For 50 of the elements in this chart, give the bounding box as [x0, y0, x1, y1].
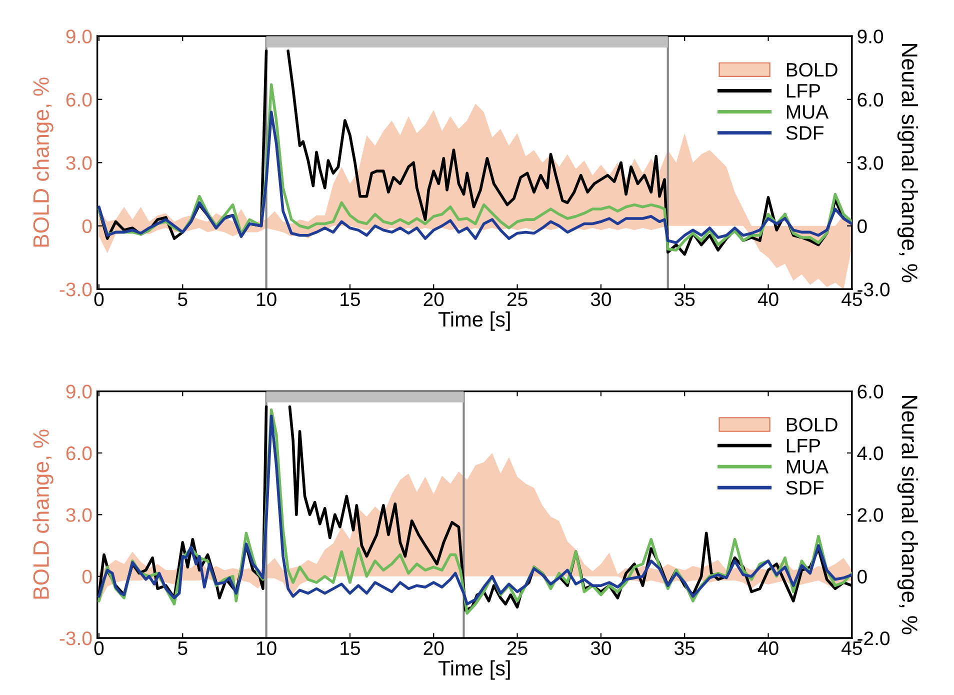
x-tick-label: 10	[256, 292, 276, 306]
y2-tick-label: 9.0	[858, 30, 884, 44]
legend-label: MUA	[786, 460, 829, 474]
y-tick-label: -3.0	[60, 282, 92, 296]
y-tick-label: 0	[82, 570, 92, 584]
y-tick-label: 3.0	[66, 156, 92, 170]
x-tick-label: 35	[674, 641, 695, 656]
y-tick-label: 6.0	[66, 92, 92, 107]
x-tick-label: 30	[590, 292, 611, 306]
x-tick-label: 0	[94, 292, 104, 306]
x-tick-label: 15	[340, 292, 360, 306]
x-tick-label: 10	[256, 641, 276, 656]
y-tick-label: 6.0	[66, 446, 92, 460]
y2-tick-label: 0	[858, 570, 867, 584]
y-tick-label: -3.0	[60, 631, 92, 646]
y-axis-title: BOLD change, %	[32, 430, 54, 599]
y2-tick-label: 6.0	[858, 384, 884, 399]
x-tick-label: 20	[424, 641, 444, 656]
x-tick-label: 5	[178, 642, 188, 656]
y2-tick-label: 0	[858, 219, 867, 234]
x-tick-label: 15	[340, 642, 360, 656]
y2-tick-label: 6.0	[858, 92, 884, 107]
x-tick-label: 0	[94, 641, 104, 656]
x-tick-label: 20	[424, 292, 444, 306]
legend-label: SDF	[786, 480, 824, 495]
x-tick-label: 40	[758, 292, 778, 306]
y2-axis-title: Neural signal change, %	[897, 44, 918, 282]
y2-tick-label: 2.0	[858, 508, 884, 522]
y-tick-label: 9.0	[66, 384, 92, 399]
legend-label: LFP	[786, 438, 820, 452]
y-tick-label: 3.0	[66, 508, 92, 522]
y-axis-title: BOLD change, %	[32, 78, 54, 247]
y-tick-label: 9.0	[66, 30, 92, 44]
y2-tick-label: 3.0	[858, 156, 884, 170]
x-tick-label: 5	[178, 292, 188, 306]
y2-axis-title: Neural signal change, %	[897, 396, 918, 634]
legend-label: SDF	[786, 126, 824, 140]
y-tick-label: 0	[82, 219, 92, 234]
x-axis-title: Time [s]	[438, 660, 510, 680]
x-tick-label: 25	[507, 292, 528, 306]
y2-tick-label: 4.0	[857, 446, 884, 460]
x-tick-label: 40	[758, 641, 778, 656]
legend-label: MUA	[786, 105, 829, 119]
x-tick-label: 30	[590, 641, 611, 656]
x-tick-label: 25	[507, 641, 528, 656]
x-tick-label: 35	[674, 292, 695, 306]
legend-label: LFP	[786, 84, 820, 98]
x-axis-title: Time [s]	[438, 311, 510, 331]
legend-label: BOLD	[786, 418, 838, 432]
legend-label: BOLD	[786, 62, 838, 77]
